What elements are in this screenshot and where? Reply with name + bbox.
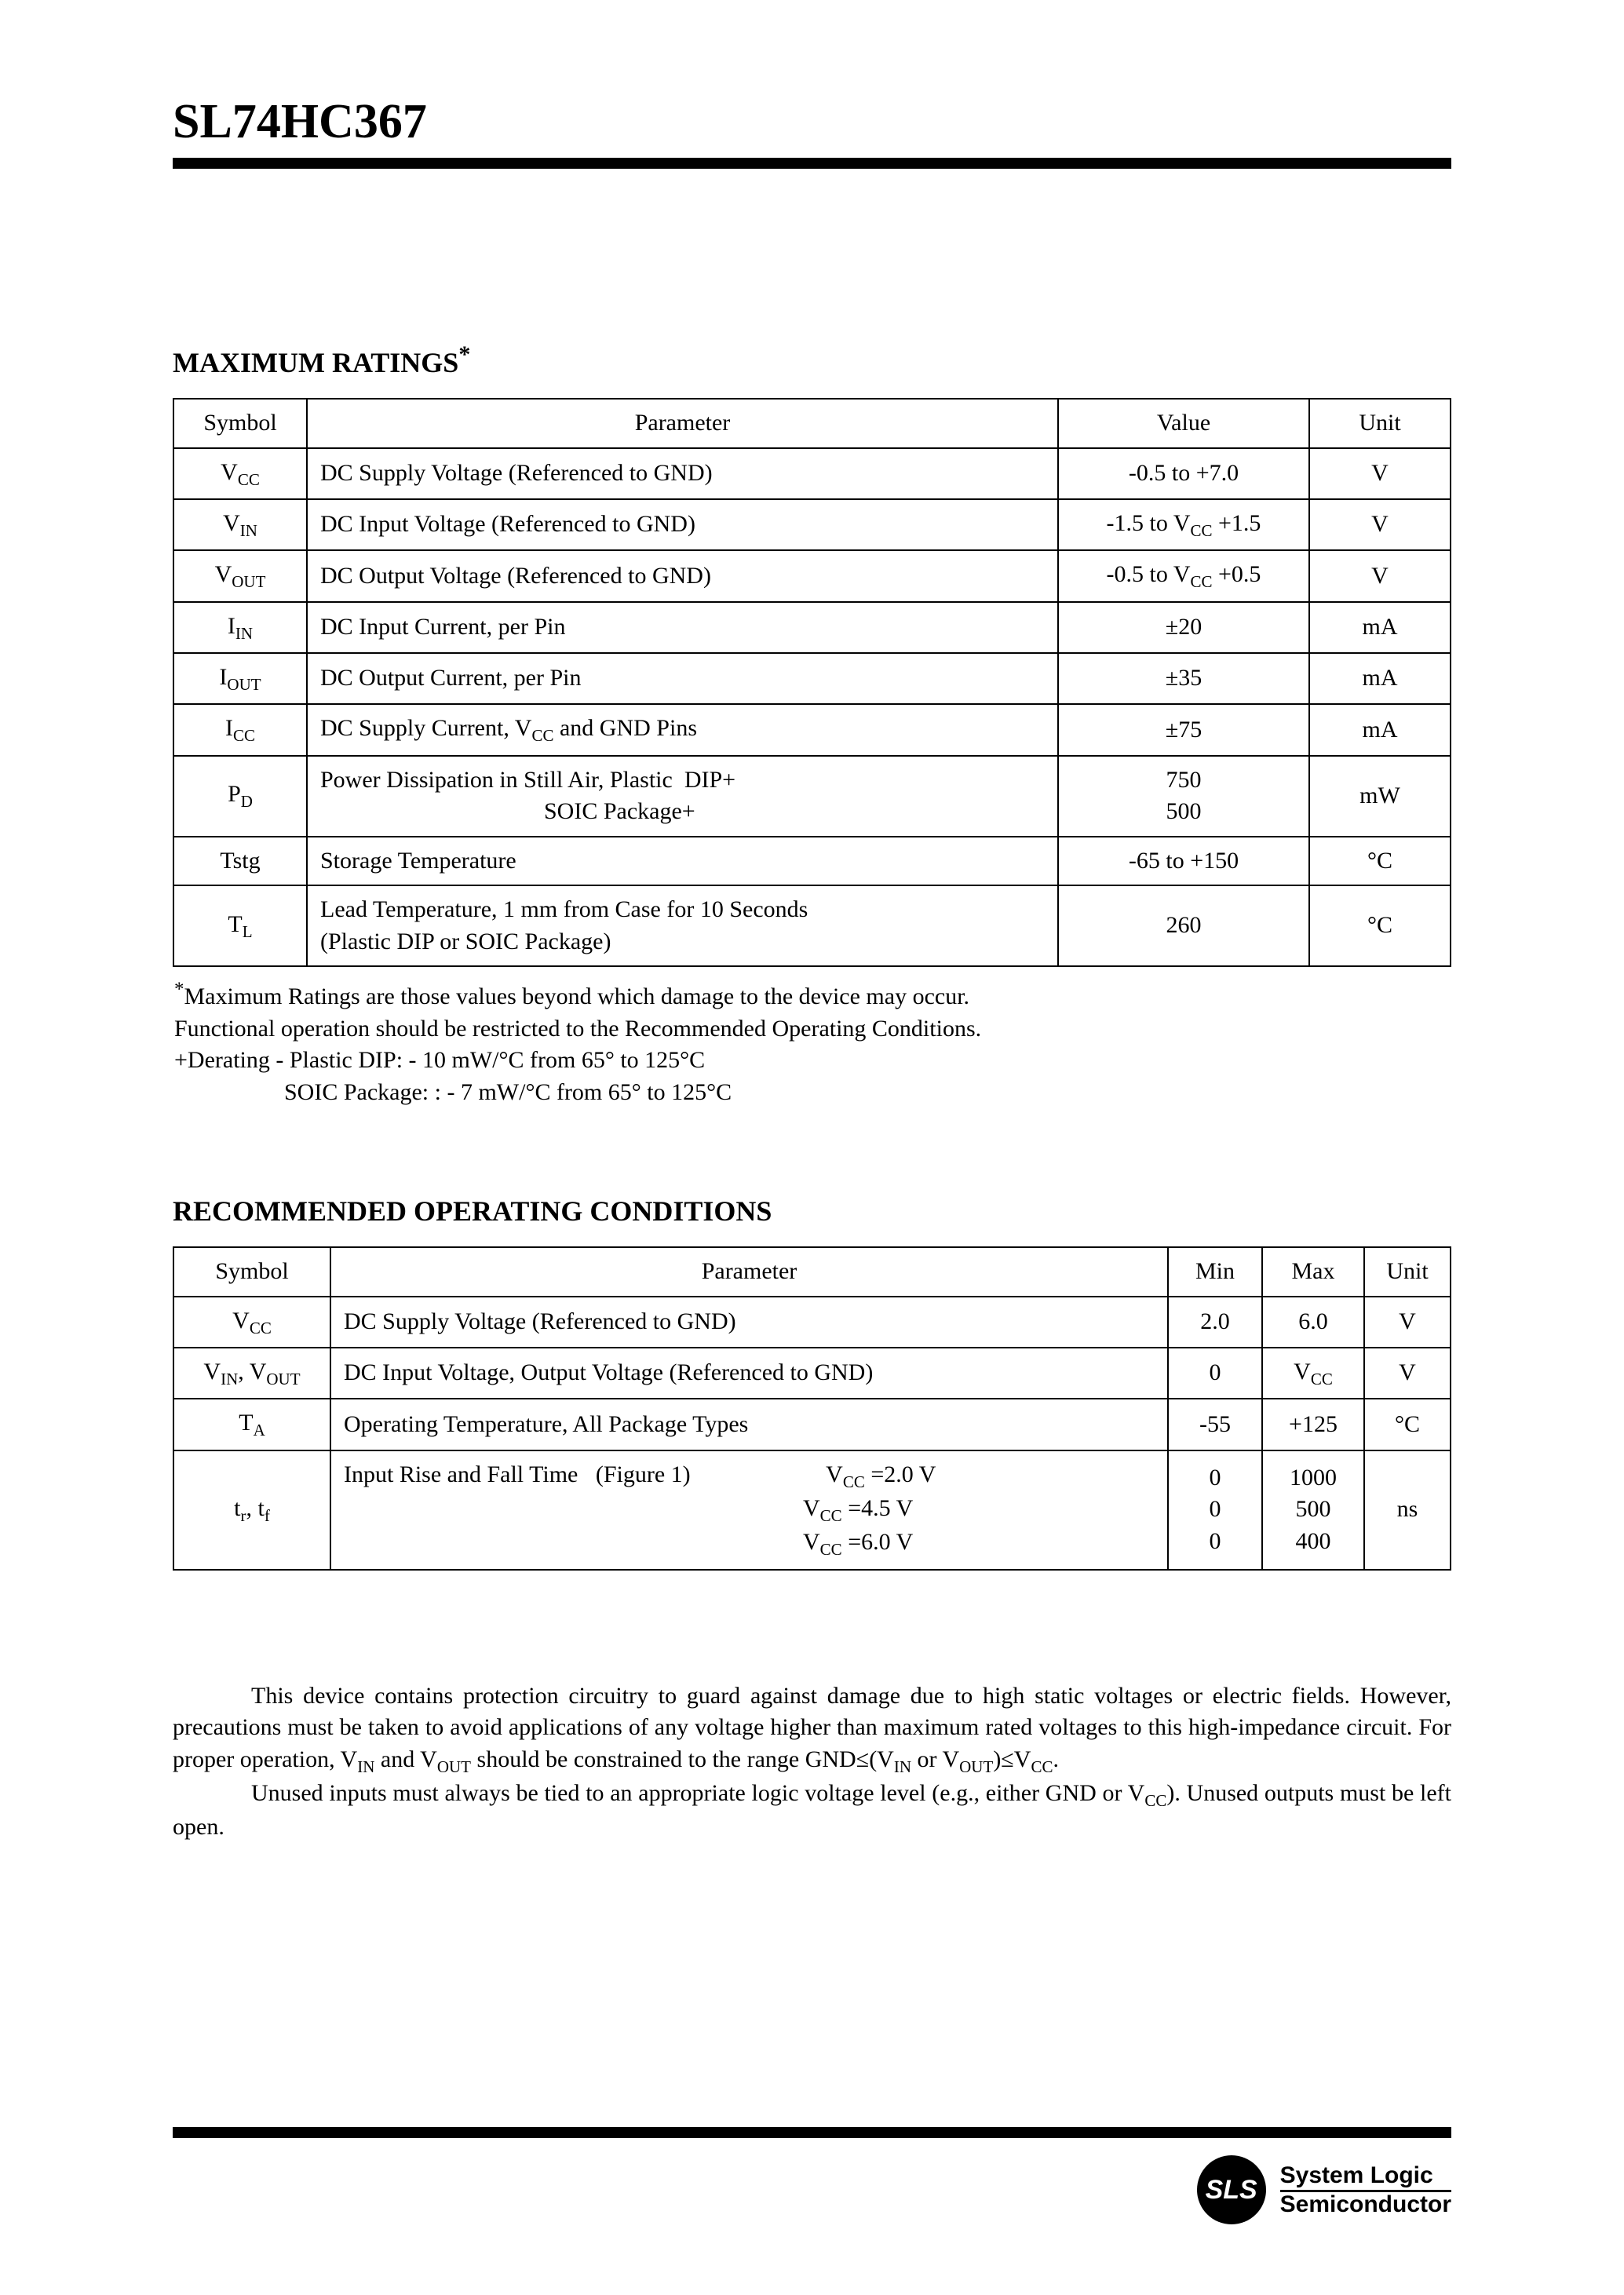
- cell-value: ±20: [1058, 602, 1309, 653]
- col-symbol: Symbol: [173, 399, 307, 448]
- cell-value: 260: [1058, 885, 1309, 966]
- table-row: ICC DC Supply Current, VCC and GND Pins …: [173, 704, 1451, 755]
- col-min: Min: [1168, 1247, 1262, 1297]
- col-max: Max: [1262, 1247, 1364, 1297]
- cell-parameter: Input Rise and Fall Time (Figure 1) VCC …: [330, 1450, 1168, 1570]
- col-value: Value: [1058, 399, 1309, 448]
- cell-min: 2.0: [1168, 1297, 1262, 1348]
- cell-value: -65 to +150: [1058, 837, 1309, 886]
- cell-unit: mA: [1309, 704, 1451, 755]
- table-row: tr, tf Input Rise and Fall Time (Figure …: [173, 1450, 1451, 1570]
- cell-symbol: PD: [173, 756, 307, 837]
- cell-parameter: Storage Temperature: [307, 837, 1058, 886]
- max-ratings-table: Symbol Parameter Value Unit VCC DC Suppl…: [173, 398, 1451, 967]
- cell-unit: V: [1364, 1297, 1451, 1348]
- table-row: IIN DC Input Current, per Pin ±20 mA: [173, 602, 1451, 653]
- footer-rule: [173, 2127, 1451, 2138]
- datasheet-page: SL74HC367 MAXIMUM RATINGS* Symbol Parame…: [0, 0, 1624, 2295]
- col-unit: Unit: [1309, 399, 1451, 448]
- cell-value: -0.5 to VCC +0.5: [1058, 550, 1309, 601]
- cell-unit: ns: [1364, 1450, 1451, 1570]
- cell-min: 0: [1168, 1348, 1262, 1399]
- cell-unit: °C: [1309, 837, 1451, 886]
- col-parameter: Parameter: [307, 399, 1058, 448]
- cell-symbol: VIN: [173, 499, 307, 550]
- cell-unit: mA: [1309, 653, 1451, 704]
- sls-logo-icon: SLS: [1197, 2155, 1266, 2224]
- header-rule: [173, 158, 1451, 169]
- footer-logo-line1: System Logic: [1280, 2163, 1451, 2192]
- max-ratings-footnotes: *Maximum Ratings are those values beyond…: [173, 976, 1451, 1108]
- cell-symbol: VCC: [173, 1297, 330, 1348]
- cell-parameter: DC Output Current, per Pin: [307, 653, 1058, 704]
- col-unit: Unit: [1364, 1247, 1451, 1297]
- rec-conditions-body: VCC DC Supply Voltage (Referenced to GND…: [173, 1297, 1451, 1570]
- cell-parameter: DC Supply Voltage (Referenced to GND): [330, 1297, 1168, 1348]
- cell-unit: mA: [1309, 602, 1451, 653]
- rec-conditions-title: RECOMMENDED OPERATING CONDITIONS: [173, 1195, 1451, 1228]
- body-para-1: This device contains protection circuitr…: [173, 1680, 1451, 1778]
- cell-value: -0.5 to +7.0: [1058, 448, 1309, 499]
- table-header-row: Symbol Parameter Min Max Unit: [173, 1247, 1451, 1297]
- footer-logo-block: SLS System Logic Semiconductor: [1197, 2155, 1451, 2224]
- cell-parameter: Power Dissipation in Still Air, Plastic …: [307, 756, 1058, 837]
- part-number: SL74HC367: [173, 94, 1451, 150]
- cell-parameter: DC Supply Voltage (Referenced to GND): [307, 448, 1058, 499]
- cell-min: 000: [1168, 1450, 1262, 1570]
- cell-max: +125: [1262, 1399, 1364, 1450]
- cell-value: ±75: [1058, 704, 1309, 755]
- cell-parameter: Lead Temperature, 1 mm from Case for 10 …: [307, 885, 1058, 966]
- cell-parameter: DC Input Voltage, Output Voltage (Refere…: [330, 1348, 1168, 1399]
- cell-symbol: ICC: [173, 704, 307, 755]
- cell-unit: V: [1309, 499, 1451, 550]
- cell-parameter: Operating Temperature, All Package Types: [330, 1399, 1168, 1450]
- cell-unit: V: [1309, 448, 1451, 499]
- cell-min: -55: [1168, 1399, 1262, 1450]
- table-row: VOUT DC Output Voltage (Referenced to GN…: [173, 550, 1451, 601]
- cell-symbol: VIN, VOUT: [173, 1348, 330, 1399]
- cell-max: VCC: [1262, 1348, 1364, 1399]
- cell-symbol: TL: [173, 885, 307, 966]
- max-ratings-title: MAXIMUM RATINGS*: [173, 341, 1451, 379]
- cell-unit: mW: [1309, 756, 1451, 837]
- cell-symbol: TA: [173, 1399, 330, 1450]
- cell-symbol: VOUT: [173, 550, 307, 601]
- table-row: PD Power Dissipation in Still Air, Plast…: [173, 756, 1451, 837]
- cell-unit: °C: [1364, 1399, 1451, 1450]
- cell-unit: °C: [1309, 885, 1451, 966]
- cell-unit: V: [1309, 550, 1451, 601]
- table-row: TL Lead Temperature, 1 mm from Case for …: [173, 885, 1451, 966]
- max-ratings-body: VCC DC Supply Voltage (Referenced to GND…: [173, 448, 1451, 967]
- rec-conditions-table: Symbol Parameter Min Max Unit VCC DC Sup…: [173, 1246, 1451, 1571]
- table-row: VCC DC Supply Voltage (Referenced to GND…: [173, 448, 1451, 499]
- col-symbol: Symbol: [173, 1247, 330, 1297]
- cell-max: 1000500400: [1262, 1450, 1364, 1570]
- cell-symbol: IIN: [173, 602, 307, 653]
- table-row: VIN, VOUT DC Input Voltage, Output Volta…: [173, 1348, 1451, 1399]
- cell-parameter: DC Input Voltage (Referenced to GND): [307, 499, 1058, 550]
- body-para-2: Unused inputs must always be tied to an …: [173, 1778, 1451, 1844]
- body-paragraphs: This device contains protection circuitr…: [173, 1680, 1451, 1844]
- table-row: VIN DC Input Voltage (Referenced to GND)…: [173, 499, 1451, 550]
- cell-parameter: DC Input Current, per Pin: [307, 602, 1058, 653]
- cell-value: 750500: [1058, 756, 1309, 837]
- cell-value: ±35: [1058, 653, 1309, 704]
- cell-symbol: IOUT: [173, 653, 307, 704]
- cell-symbol: VCC: [173, 448, 307, 499]
- cell-value: -1.5 to VCC +1.5: [1058, 499, 1309, 550]
- cell-symbol: Tstg: [173, 837, 307, 886]
- table-row: Tstg Storage Temperature -65 to +150 °C: [173, 837, 1451, 886]
- footer-logo-text: System Logic Semiconductor: [1280, 2163, 1451, 2217]
- table-header-row: Symbol Parameter Value Unit: [173, 399, 1451, 448]
- cell-unit: V: [1364, 1348, 1451, 1399]
- cell-parameter: DC Supply Current, VCC and GND Pins: [307, 704, 1058, 755]
- table-row: IOUT DC Output Current, per Pin ±35 mA: [173, 653, 1451, 704]
- table-row: TA Operating Temperature, All Package Ty…: [173, 1399, 1451, 1450]
- cell-parameter: DC Output Voltage (Referenced to GND): [307, 550, 1058, 601]
- cell-max: 6.0: [1262, 1297, 1364, 1348]
- cell-symbol: tr, tf: [173, 1450, 330, 1570]
- col-parameter: Parameter: [330, 1247, 1168, 1297]
- footer-logo-line2: Semiconductor: [1280, 2192, 1451, 2217]
- table-row: VCC DC Supply Voltage (Referenced to GND…: [173, 1297, 1451, 1348]
